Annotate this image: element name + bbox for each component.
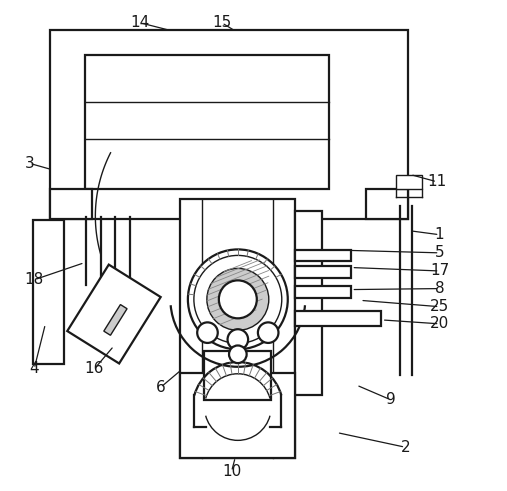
Polygon shape: [67, 265, 161, 363]
Text: 10: 10: [222, 464, 241, 479]
Bar: [180, 373, 295, 459]
Circle shape: [207, 269, 269, 330]
Text: 17: 17: [430, 264, 449, 278]
Circle shape: [194, 255, 282, 343]
Bar: [295, 286, 351, 298]
Polygon shape: [104, 304, 127, 335]
Text: 3: 3: [24, 156, 34, 171]
Bar: [85, 55, 330, 189]
Text: 1: 1: [434, 227, 444, 242]
Text: 9: 9: [386, 392, 395, 407]
Bar: [180, 199, 295, 459]
Circle shape: [258, 323, 278, 343]
Bar: [295, 266, 351, 278]
Bar: [50, 189, 92, 218]
Circle shape: [188, 249, 288, 349]
Circle shape: [229, 346, 246, 363]
Circle shape: [219, 280, 257, 318]
Text: 6: 6: [156, 380, 165, 395]
Text: 2: 2: [401, 440, 410, 455]
Text: 14: 14: [130, 15, 150, 30]
Bar: [396, 175, 422, 189]
Text: 5: 5: [434, 246, 444, 260]
Text: 20: 20: [430, 316, 449, 331]
Bar: [295, 211, 322, 395]
Text: 15: 15: [212, 15, 231, 30]
Text: 16: 16: [85, 361, 104, 377]
Bar: [295, 311, 381, 327]
Text: 25: 25: [430, 299, 449, 314]
Text: 8: 8: [434, 281, 444, 296]
Circle shape: [197, 323, 218, 343]
Bar: [203, 351, 271, 400]
Circle shape: [228, 329, 248, 350]
Text: 4: 4: [29, 361, 39, 377]
Bar: [33, 219, 63, 364]
Bar: [295, 250, 351, 261]
Text: 11: 11: [427, 174, 447, 190]
Text: 18: 18: [24, 273, 44, 287]
Bar: [366, 189, 408, 218]
Bar: [50, 30, 408, 218]
